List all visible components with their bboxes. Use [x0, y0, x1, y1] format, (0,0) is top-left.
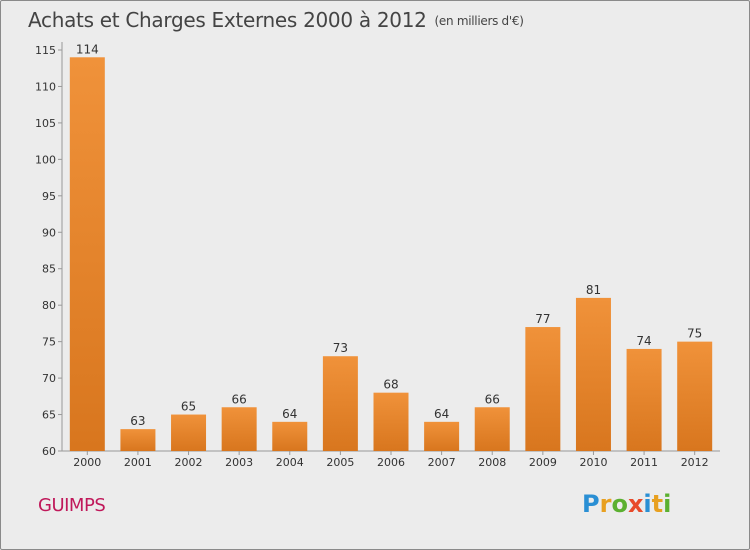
proxiti-logo[interactable]: Proxiti [582, 490, 671, 518]
x-tick-label: 2005 [326, 456, 354, 469]
bar [120, 429, 156, 451]
bar-value-label: 68 [383, 378, 398, 392]
bar-value-label: 75 [687, 327, 702, 341]
logo-letter: P [582, 490, 600, 518]
chart-title: Achats et Charges Externes 2000 à 2012 (e… [28, 8, 524, 32]
bar-value-label: 64 [282, 407, 297, 421]
title-text: Achats et Charges Externes 2000 à 2012 [28, 8, 427, 32]
y-tick-label: 115 [35, 44, 56, 57]
bar-value-label: 66 [485, 392, 500, 406]
x-tick-label: 2001 [124, 456, 152, 469]
y-tick-label: 60 [42, 445, 56, 458]
bar [69, 57, 105, 452]
bar-value-label: 81 [586, 283, 601, 297]
subtitle: (en milliers d'€) [434, 14, 524, 28]
logo-letter: i [643, 490, 652, 518]
bar-value-label: 64 [434, 407, 449, 421]
x-tick-label: 2009 [529, 456, 557, 469]
logo-letter: x [627, 490, 644, 518]
bar [525, 327, 561, 451]
bar [221, 407, 257, 451]
y-tick-label: 110 [35, 80, 56, 93]
bar-value-label: 77 [535, 312, 550, 326]
y-tick-label: 105 [35, 117, 56, 130]
x-tick-label: 2011 [630, 456, 658, 469]
logo-letter: i [663, 490, 672, 518]
bar-value-label: 66 [232, 392, 247, 406]
x-tick-label: 2000 [73, 456, 101, 469]
bar-value-label: 114 [76, 42, 99, 56]
y-tick-label: 85 [42, 263, 56, 276]
logo-letter: o [611, 490, 628, 518]
y-tick-label: 95 [42, 190, 56, 203]
bar [575, 297, 611, 451]
bar [474, 407, 510, 451]
x-tick-label: 2010 [579, 456, 607, 469]
bar-value-label: 73 [333, 341, 348, 355]
bar-value-label: 74 [636, 334, 651, 348]
x-tick-label: 2007 [428, 456, 456, 469]
y-tick-label: 90 [42, 226, 56, 239]
bar-value-label: 65 [181, 400, 196, 414]
bar [677, 341, 713, 451]
bar [322, 356, 358, 451]
logo-letter: r [599, 490, 612, 518]
logo-letter: t [651, 490, 664, 518]
x-tick-label: 2006 [377, 456, 405, 469]
y-tick-label: 100 [35, 153, 56, 166]
commune-name: GUIMPS [38, 495, 106, 516]
bar [272, 421, 308, 451]
x-tick-label: 2002 [175, 456, 203, 469]
y-tick-label: 80 [42, 299, 56, 312]
x-tick-label: 2004 [276, 456, 304, 469]
bar [373, 392, 409, 451]
bar [626, 348, 662, 451]
x-tick-label: 2012 [681, 456, 709, 469]
y-tick-label: 70 [42, 372, 56, 385]
bar [424, 421, 460, 451]
x-tick-label: 2003 [225, 456, 253, 469]
bar-value-label: 63 [130, 414, 145, 428]
bar [171, 414, 207, 451]
y-tick-label: 65 [42, 409, 56, 422]
x-tick-label: 2008 [478, 456, 506, 469]
y-tick-label: 75 [42, 336, 56, 349]
